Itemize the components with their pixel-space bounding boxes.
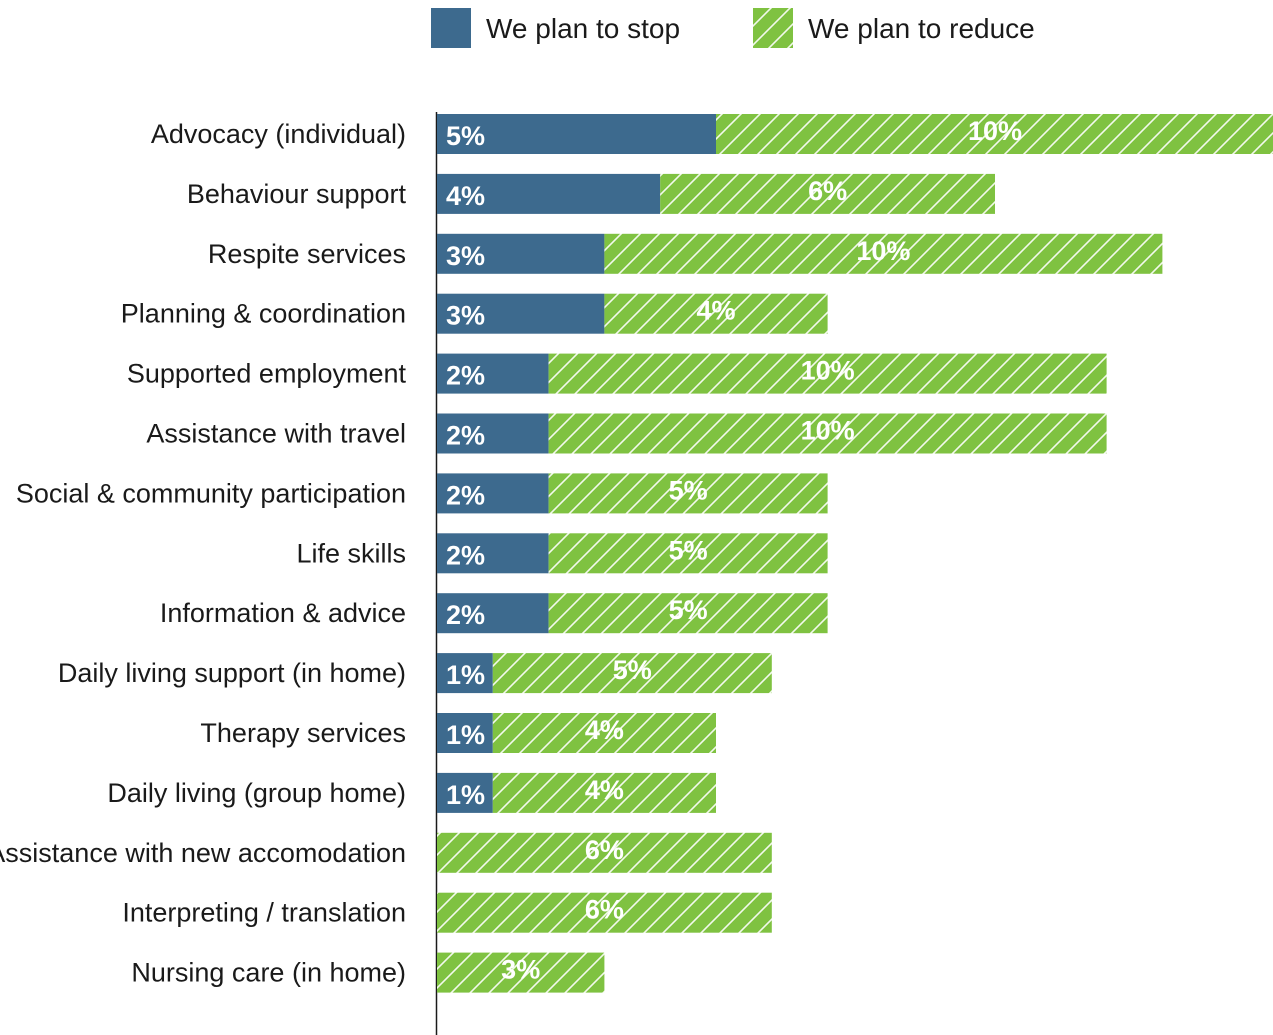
bar-reduce-advocacy-individual <box>716 114 1273 154</box>
bar-reduce-supported-employment <box>548 353 1107 394</box>
data-label-stop-respite-services: 3% <box>446 241 485 271</box>
bar-stop-life-skills <box>437 533 549 574</box>
bar-reduce-information-advice <box>548 593 828 634</box>
data-label-reduce-information-advice: 5% <box>669 595 708 625</box>
bar-reduce-interpreting-translation <box>437 892 772 933</box>
bar-reduce-daily-living-support-in-home <box>492 653 772 694</box>
data-label-stop-life-skills: 2% <box>446 540 485 570</box>
data-label-stop-supported-employment: 2% <box>446 361 485 391</box>
legend-label-reduce: We plan to reduce <box>808 13 1035 44</box>
data-label-reduce-life-skills: 5% <box>669 535 708 565</box>
bars-group: 5% 10% 4% 6% 3% 10% 3% 4% 2% 10% 2% 10% 2% 5% 2% 5% 2% 5%… <box>437 114 1273 993</box>
legend-swatch-reduce <box>753 8 793 48</box>
data-label-stop-information-advice: 2% <box>446 600 485 630</box>
data-label-stop-assistance-with-travel: 2% <box>446 421 485 451</box>
data-label-reduce-assistance-with-new-accomodation: 6% <box>585 835 624 865</box>
bar-reduce-therapy-services <box>492 713 716 753</box>
category-label-interpreting-translation: Interpreting / translation <box>122 898 406 928</box>
bar-stop-assistance-with-travel <box>437 413 549 454</box>
bar-reduce-daily-living-group-home <box>492 772 716 813</box>
bar-stop-daily-living-group-home <box>437 772 493 813</box>
category-label-life-skills: Life skills <box>296 538 406 568</box>
category-labels-group: Advocacy (individual) Behaviour support Re… <box>0 119 406 988</box>
bar-stop-information-advice <box>437 593 549 634</box>
category-label-information-advice: Information & advice <box>160 598 406 628</box>
bar-reduce-assistance-with-new-accomodation <box>437 832 772 873</box>
data-label-stop-social-community-participation: 2% <box>446 480 485 510</box>
data-label-reduce-supported-employment: 10% <box>801 356 855 386</box>
category-label-assistance-with-new-accomodation: Assistance with new accomodation <box>0 838 406 868</box>
bar-reduce-planning-coordination <box>604 293 828 334</box>
data-label-reduce-daily-living-support-in-home: 5% <box>613 655 652 685</box>
bar-stop-social-community-participation <box>437 473 549 514</box>
data-label-reduce-daily-living-group-home: 4% <box>585 775 624 805</box>
data-label-stop-therapy-services: 1% <box>446 720 485 750</box>
data-label-reduce-respite-services: 10% <box>856 236 910 266</box>
bar-reduce-life-skills <box>548 533 828 574</box>
data-label-reduce-social-community-participation: 5% <box>669 475 708 505</box>
data-label-stop-behaviour-support: 4% <box>446 181 485 211</box>
category-label-nursing-care-in-home: Nursing care (in home) <box>131 958 406 988</box>
bar-stop-respite-services <box>437 233 605 274</box>
category-label-social-community-participation: Social & community participation <box>16 478 406 508</box>
bar-reduce-behaviour-support <box>660 173 995 214</box>
category-label-advocacy-individual: Advocacy (individual) <box>151 119 406 149</box>
data-label-stop-daily-living-group-home: 1% <box>446 780 485 810</box>
legend: We plan to stop We plan to reduce <box>431 8 1035 48</box>
data-label-reduce-interpreting-translation: 6% <box>585 895 624 925</box>
legend-swatch-stop <box>431 8 471 48</box>
bar-stop-advocacy-individual <box>437 114 716 154</box>
category-label-therapy-services: Therapy services <box>200 718 406 748</box>
data-label-stop-daily-living-support-in-home: 1% <box>446 660 485 690</box>
data-label-stop-advocacy-individual: 5% <box>446 121 485 151</box>
bar-reduce-nursing-care-in-home <box>437 952 605 993</box>
bar-reduce-respite-services <box>604 233 1163 274</box>
bar-reduce-social-community-participation <box>548 473 828 514</box>
category-label-planning-coordination: Planning & coordination <box>121 299 406 329</box>
category-label-daily-living-support-in-home: Daily living support (in home) <box>58 658 406 688</box>
bar-stop-therapy-services <box>437 713 493 753</box>
data-label-reduce-nursing-care-in-home: 3% <box>501 955 540 985</box>
category-label-assistance-with-travel: Assistance with travel <box>146 419 406 449</box>
bar-stop-behaviour-support <box>437 173 661 214</box>
legend-label-stop: We plan to stop <box>486 13 680 44</box>
data-label-reduce-behaviour-support: 6% <box>808 176 847 206</box>
data-label-stop-planning-coordination: 3% <box>446 301 485 331</box>
category-label-behaviour-support: Behaviour support <box>187 179 407 209</box>
bar-stop-supported-employment <box>437 353 549 394</box>
category-label-respite-services: Respite services <box>208 239 406 269</box>
bar-stop-daily-living-support-in-home <box>437 653 493 694</box>
data-label-reduce-planning-coordination: 4% <box>696 296 735 326</box>
bar-stop-planning-coordination <box>437 293 605 334</box>
category-label-supported-employment: Supported employment <box>127 359 407 389</box>
data-label-reduce-therapy-services: 4% <box>585 715 624 745</box>
data-label-reduce-assistance-with-travel: 10% <box>801 416 855 446</box>
data-label-reduce-advocacy-individual: 10% <box>968 116 1022 146</box>
category-label-daily-living-group-home: Daily living (group home) <box>107 778 406 808</box>
bar-reduce-assistance-with-travel <box>548 413 1107 454</box>
